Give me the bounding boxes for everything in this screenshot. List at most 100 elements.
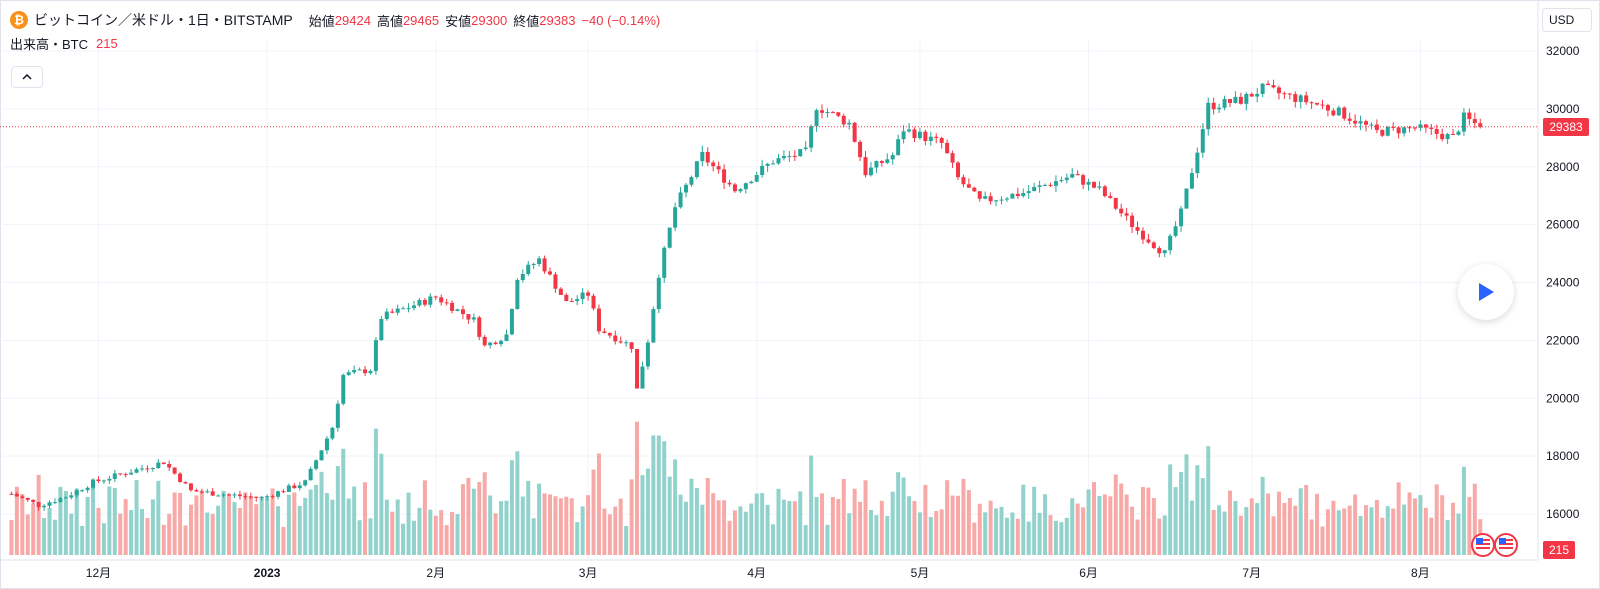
- volume-bar: [1206, 446, 1211, 555]
- volume-bar: [363, 482, 368, 555]
- time-tick-label: 2023: [254, 566, 281, 580]
- price-axis[interactable]: 32000 30000 28000 26000 24000 22000 20000 18000…: [1537, 0, 1580, 560]
- candle-body: [129, 472, 134, 475]
- price-tick-label: 20000: [1546, 391, 1580, 405]
- candle-body: [863, 157, 868, 176]
- candle-body: [341, 374, 346, 404]
- volume-bar: [830, 497, 835, 555]
- candle-body: [406, 308, 411, 310]
- candle-body: [1276, 87, 1281, 94]
- volume-bar: [684, 501, 688, 555]
- candle-body: [96, 479, 101, 482]
- candle-body: [1059, 180, 1064, 182]
- us-flag-icon[interactable]: [1494, 533, 1518, 557]
- candle-body: [167, 464, 172, 468]
- open-label: 始値: [308, 13, 335, 29]
- candle-body: [123, 474, 128, 476]
- volume-bar: [754, 493, 759, 555]
- candle-body: [814, 110, 819, 127]
- candle-body: [20, 496, 25, 498]
- volume-bar: [47, 507, 52, 555]
- price-tick-label: 22000: [1546, 333, 1580, 347]
- price-tick-label: 18000: [1546, 449, 1580, 463]
- time-tick-label: 7月: [1242, 566, 1261, 580]
- volume-bar: [1391, 508, 1396, 555]
- collapse-legend-button[interactable]: [11, 66, 43, 88]
- volume-bar: [134, 480, 139, 555]
- volume-bar: [1053, 520, 1058, 555]
- volume-bar: [1015, 518, 1020, 555]
- volume-bar: [548, 494, 552, 555]
- candle-body: [885, 159, 890, 163]
- volume-bar: [205, 512, 210, 555]
- volume-bar: [1211, 510, 1216, 555]
- volume-bar: [324, 492, 329, 555]
- candle-body: [1157, 248, 1162, 254]
- candle-body: [1021, 193, 1026, 197]
- us-flag-icon[interactable]: [1471, 533, 1495, 557]
- candle-body: [526, 264, 531, 274]
- price-tick-label: 16000: [1546, 507, 1580, 521]
- time-axis[interactable]: 12月 2023 2月 3月 4月 5月 6月 7月 8月: [0, 559, 1538, 580]
- price-tick-label: 26000: [1546, 218, 1580, 232]
- volume-bar: [558, 498, 563, 555]
- candle-body: [161, 462, 166, 465]
- currency-button[interactable]: USD: [1542, 8, 1592, 32]
- volume-bar: [983, 512, 988, 555]
- time-tick-label: 8月: [1411, 566, 1430, 580]
- volume-bar: [820, 493, 824, 555]
- candle-body: [874, 161, 879, 168]
- volume-bar: [798, 491, 803, 555]
- volume-bar: [678, 494, 683, 555]
- low-label: 安値: [445, 13, 472, 29]
- volume-bar: [901, 477, 906, 555]
- candle-body: [1456, 131, 1461, 135]
- volume-bar: [493, 513, 498, 555]
- volume-bar: [1140, 487, 1145, 555]
- volume-bar: [700, 504, 705, 555]
- volume-bar: [9, 520, 14, 555]
- candle-body: [259, 497, 264, 499]
- volume-bar: [749, 503, 754, 555]
- volume-bar: [732, 510, 737, 555]
- event-markers[interactable]: [1471, 533, 1518, 557]
- candle-body: [667, 227, 672, 248]
- candle-body: [722, 169, 727, 183]
- symbol-title[interactable]: ビットコイン／米ドル・1日・BITSTAMP: [34, 12, 293, 28]
- volume-bar: [1472, 483, 1477, 555]
- candle-body: [1320, 104, 1325, 106]
- volume-bar: [1298, 488, 1303, 555]
- volume-bar: [1238, 515, 1243, 555]
- volume-bar: [961, 478, 966, 555]
- volume-bar: [178, 492, 183, 555]
- candle-body: [1396, 127, 1401, 134]
- play-button[interactable]: [1458, 264, 1514, 320]
- volume-bar: [20, 494, 25, 555]
- volume-bar: [69, 513, 74, 555]
- volume-bar: [1092, 482, 1096, 555]
- candle-body: [439, 297, 444, 303]
- price-tick-label: 28000: [1546, 160, 1580, 174]
- volume-bar: [852, 488, 857, 555]
- volume-bar: [444, 525, 449, 555]
- volume-bar: [1451, 502, 1456, 555]
- price-tick-label: 30000: [1546, 102, 1580, 116]
- candle-body: [85, 487, 90, 491]
- volume-bar: [243, 492, 248, 555]
- candle-body: [112, 473, 117, 479]
- volume-bar: [259, 496, 264, 555]
- volume-bar: [656, 435, 661, 555]
- candle-body: [1461, 112, 1466, 132]
- candle-body: [1206, 102, 1211, 130]
- candle-body: [868, 167, 873, 176]
- volume-bar: [1385, 506, 1390, 555]
- candle-body: [433, 296, 438, 298]
- volume-bar: [1309, 519, 1314, 555]
- candle-body: [1140, 230, 1145, 240]
- volume-bar: [607, 514, 612, 555]
- volume-bar: [994, 508, 999, 555]
- volume-bar: [91, 485, 96, 555]
- chart-grid: [2, 40, 1538, 560]
- candle-body: [477, 317, 482, 337]
